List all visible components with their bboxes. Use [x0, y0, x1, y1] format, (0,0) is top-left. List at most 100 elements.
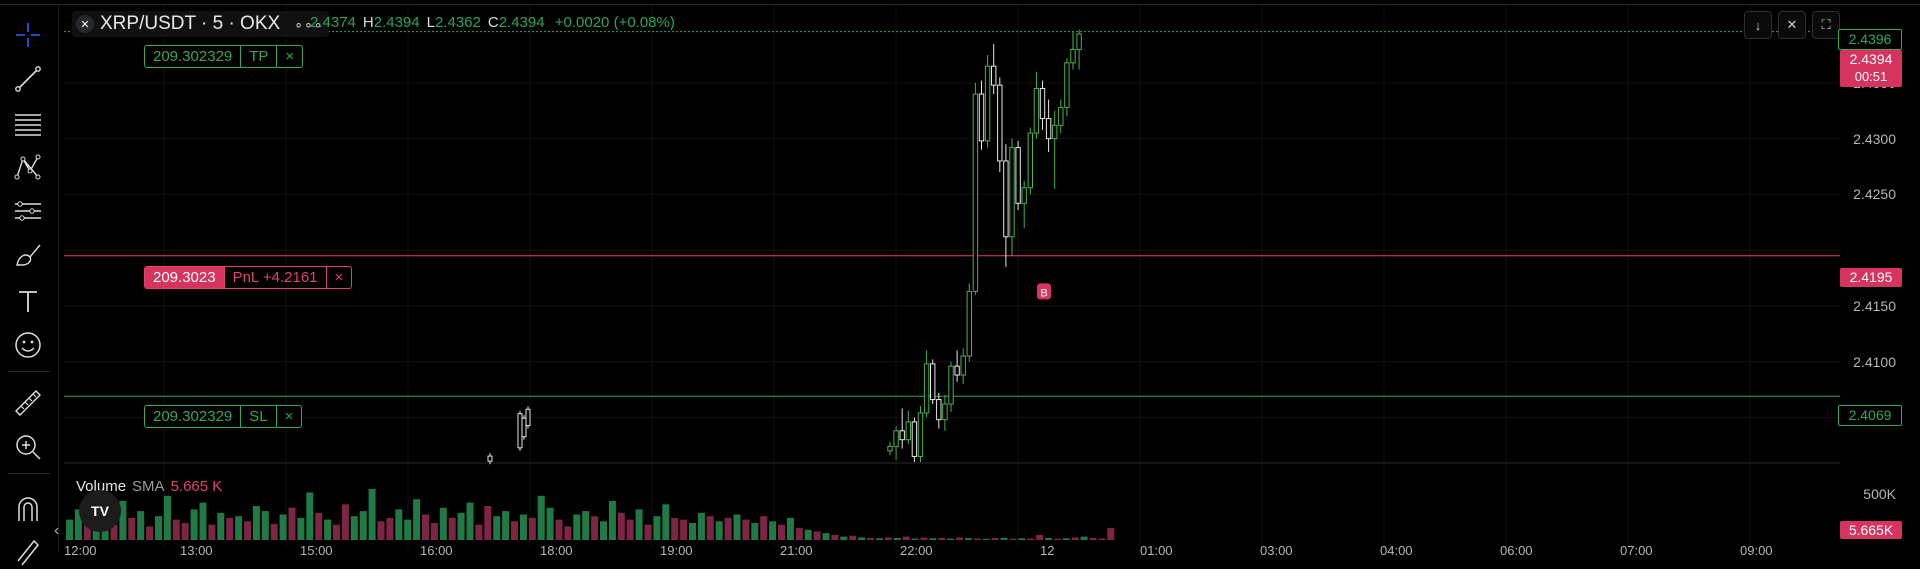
volume-bar	[573, 514, 581, 540]
pnl-label: PnL +4.2161	[223, 267, 326, 288]
volume-bar	[626, 519, 634, 540]
sma-value: 5.665 K	[170, 478, 223, 495]
time-tick-label: 12	[1040, 543, 1055, 558]
volume-bar	[1053, 538, 1061, 540]
ruler-icon[interactable]	[10, 385, 46, 421]
download-icon[interactable]: ↓	[1744, 11, 1772, 39]
volume-bar	[333, 524, 340, 540]
emoji-icon[interactable]	[10, 327, 46, 363]
candle-up	[1058, 106, 1064, 126]
volume-bar	[155, 516, 162, 540]
candle-down	[1045, 118, 1052, 140]
volume-bar	[760, 516, 768, 540]
volume-bar	[359, 511, 367, 540]
volume-bar	[1071, 537, 1079, 540]
current-price-tag: 2.4394 00:51	[1840, 50, 1902, 87]
volume-bar	[74, 509, 82, 540]
volume-bar	[991, 537, 999, 540]
volume-bar	[973, 538, 981, 540]
tp-label: TP	[240, 46, 276, 67]
current-price: 2.4394	[1849, 51, 1893, 67]
volume-bar	[1107, 528, 1115, 540]
volume-bar	[697, 512, 705, 540]
volume-bar	[564, 526, 572, 540]
volume-bar	[422, 514, 429, 540]
symbol-header[interactable]: ✕ XRP/USDT · 5 · OKX ∘∘∘	[72, 11, 330, 37]
volume-bar	[217, 512, 225, 540]
candle-down	[521, 417, 527, 438]
volume-bar	[778, 524, 785, 540]
price-chart[interactable]: B	[64, 5, 1840, 548]
volume-bar	[706, 516, 714, 540]
position-close-icon[interactable]: ×	[325, 267, 352, 288]
volume-bar	[119, 500, 127, 540]
volume-bar	[377, 521, 385, 540]
volume-bar	[146, 526, 154, 540]
volume-bar	[582, 511, 590, 540]
volume-bar	[1036, 534, 1044, 540]
pattern-icon[interactable]	[10, 149, 46, 185]
brush-icon[interactable]	[10, 237, 46, 273]
magnet-icon[interactable]	[10, 491, 46, 527]
candle-up	[1052, 124, 1058, 140]
volume-bar	[457, 512, 465, 540]
fib-retracement-icon[interactable]	[10, 105, 46, 141]
candle-down	[991, 65, 997, 86]
volume-bar	[297, 517, 305, 540]
volume-bar	[484, 506, 492, 540]
candle-down	[899, 430, 905, 441]
collapse-icon[interactable]: ✕	[1778, 11, 1806, 39]
volume-bar	[511, 521, 518, 540]
volume-bar	[600, 521, 607, 540]
tp-close-icon[interactable]: ×	[276, 46, 302, 67]
position-order[interactable]: 209.3023 PnL +4.2161 ×	[144, 266, 353, 289]
time-axis[interactable]: 12:00 13:00 15:00 16:00 18:00 19:00 21:00 22:00…	[0, 543, 1920, 558]
volume-bar	[1045, 537, 1052, 540]
candle-up	[1009, 147, 1015, 238]
candle-up	[942, 403, 948, 421]
tradingview-logo-icon[interactable]: TV	[79, 490, 121, 532]
trend-line-icon[interactable]	[10, 61, 46, 97]
volume-bar	[742, 519, 750, 540]
candle-up	[887, 445, 893, 452]
volume-bar	[83, 521, 91, 540]
toolbar-divider	[8, 371, 50, 372]
price-tick-label: 2.4250	[1853, 186, 1896, 203]
symbol-name: XRP/USDT · 5 · OKX	[100, 13, 281, 34]
volume-bar	[413, 499, 421, 540]
text-icon[interactable]	[10, 283, 46, 319]
volume-bar	[884, 537, 892, 540]
volume-bar	[448, 517, 456, 540]
drawing-toolbar	[0, 5, 59, 566]
candle-down	[1015, 147, 1021, 204]
time-tick-label: 22:00	[900, 543, 933, 558]
volume-bar	[181, 523, 189, 540]
candle-up	[1064, 62, 1070, 108]
take-profit-order[interactable]: 209.302329 TP ×	[144, 45, 304, 68]
volume-bar	[608, 500, 616, 540]
change-value: +0.0020 (+0.08%)	[554, 14, 675, 31]
volume-bar	[226, 517, 234, 540]
volume-bar	[288, 507, 296, 540]
zoom-icon[interactable]	[10, 429, 46, 465]
collapse-toolbar-icon[interactable]: ‹	[54, 522, 60, 539]
volume-bar	[315, 512, 323, 540]
volume-bar	[66, 519, 73, 540]
price-tick-label: 2.4300	[1853, 130, 1896, 147]
candle-down	[517, 413, 523, 449]
more-options-icon[interactable]: ∘∘∘	[294, 15, 324, 32]
stop-loss-order[interactable]: 209.302329 SL ×	[144, 405, 303, 428]
volume-bar	[528, 517, 536, 540]
bar-countdown: 00:51	[1854, 69, 1888, 84]
buy-marker-icon	[1037, 283, 1051, 300]
candle-up	[984, 65, 991, 142]
fullscreen-icon[interactable]: ⛶	[1812, 11, 1840, 39]
volume-bar	[1009, 538, 1017, 540]
sl-close-icon[interactable]: ×	[275, 406, 302, 427]
volume-bar	[1027, 538, 1035, 540]
crosshair-icon[interactable]	[10, 17, 46, 53]
forecast-icon[interactable]	[10, 193, 46, 229]
volume-bar	[671, 517, 679, 540]
volume-legend[interactable]: Volume SMA 5.665 K	[76, 478, 222, 495]
sl-qty: 209.302329	[153, 408, 233, 425]
